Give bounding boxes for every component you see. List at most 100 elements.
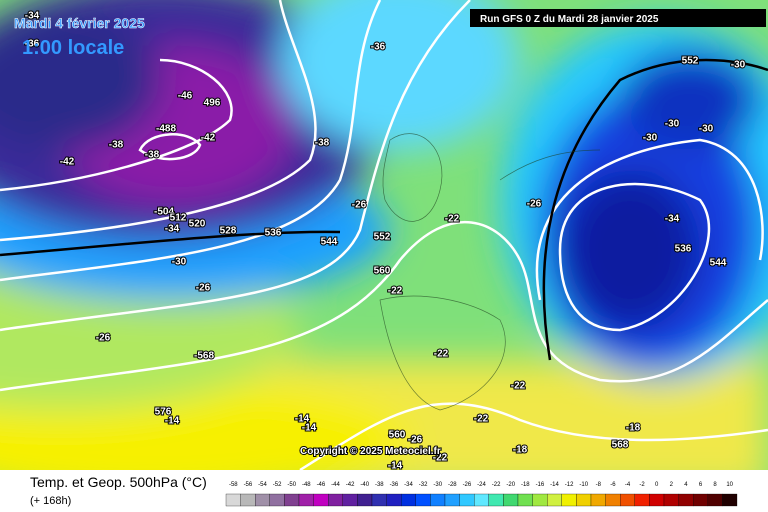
copyright: Copyright © 2025 Meteociel.fr [300,446,441,457]
legend-swatch [386,493,402,507]
legend-label: -42 [346,482,355,488]
legend-swatch [693,493,708,507]
contour-label: 544 [321,237,338,248]
legend-swatch [342,493,358,507]
footer-title: Temp. et Geop. 500hPa (°C) [30,474,207,490]
legend-label: -32 [419,482,428,488]
legend-label: 4 [684,482,688,488]
contour-label: 536 [675,244,692,255]
contour-label: 528 [220,226,237,237]
contour-label: 576 [155,407,172,418]
legend-label: -26 [463,482,472,488]
legend-label: -2 [639,482,645,488]
legend-swatch [459,493,475,507]
legend-swatch [401,493,416,507]
legend-swatch [255,493,270,507]
contour-label: 552 [682,56,699,67]
contour-label: 496 [204,98,221,109]
legend-swatch [415,493,431,507]
contour-label: -14 [388,461,403,472]
legend-label: -20 [506,482,515,488]
contour-label: -30 [665,119,680,130]
legend-label: -36 [390,482,399,488]
legend-label: 10 [726,482,733,488]
contour-label: -22 [511,381,526,392]
contour-label: -26 [352,200,367,211]
contour-label: 560 [389,430,406,441]
legend-label: -46 [317,482,326,488]
legend-swatch [225,493,241,507]
legend-swatch [634,493,650,507]
contour-label: -34 [665,214,680,225]
valid-date: Mardi 4 février 2025 [14,15,145,31]
valid-time: 1:00 locale [22,37,124,59]
legend-label: -52 [273,482,282,488]
legend-label: 2 [670,482,674,488]
run-info: Run GFS 0 Z du Mardi 28 janvier 2025 [480,14,659,25]
contour-label: 520 [189,219,206,230]
legend-label: -16 [536,482,545,488]
legend-label: -28 [448,482,457,488]
legend-swatch [590,493,606,507]
contour-labels: -34 -36 -46 496 -488 -42 -38 -42 -38 -38 -36 -50451… [24,10,747,473]
contour-label: -22 [388,286,403,297]
legend-label: -8 [596,482,602,488]
contour-label: -488 [156,124,176,135]
legend-label: -18 [521,482,530,488]
legend-swatch [678,493,694,507]
contour-label: -34 [165,224,180,235]
contour-label: -30 [643,133,658,144]
legend-swatch [503,493,519,507]
contour-label: -30 [731,60,746,71]
legend-swatch [444,493,460,507]
legend-swatch [298,493,314,507]
contour-label: -22 [433,453,448,464]
legend-label: -56 [244,482,253,488]
contour-label: -18 [626,423,641,434]
legend-swatch [313,493,329,507]
legend-label: -12 [565,482,574,488]
contour-label: -30 [699,124,714,135]
contour-label: 560 [374,266,391,277]
contour-label: -26 [408,435,423,446]
legend-label: -22 [492,482,501,488]
contour-label: -22 [474,414,489,425]
legend-label: -30 [433,482,442,488]
contour-label: -36 [371,42,386,53]
contour-label: -36 [25,39,40,50]
contour-label: -26 [196,283,211,294]
legend-swatch [663,493,679,507]
legend-label: 6 [699,482,703,488]
contour-label: -14 [165,416,180,427]
contour-label: 568 [612,440,629,451]
contour-label: -22 [445,214,460,225]
legend-label: 8 [713,482,717,488]
legend-swatch [357,493,373,507]
contour-label: -14 [302,423,317,434]
legend-label: -54 [258,482,267,488]
legend-label: -24 [477,482,486,488]
legend-swatch [284,493,300,507]
legend-swatch [517,493,533,507]
legend-label: 0 [655,482,659,488]
contour-label: -504 [154,207,174,218]
contour-label: -14 [295,414,310,425]
legend-label: -14 [550,482,559,488]
legend-label: -4 [625,482,631,488]
contour-label: -42 [201,133,216,144]
footer-range: (+ 168h) [30,495,71,507]
map-field [0,0,768,470]
legend-swatch [371,493,387,507]
legend-label: -50 [287,482,296,488]
legend-label: -58 [229,482,238,488]
legend-swatch [561,493,577,507]
contour-label: 512 [170,213,187,224]
legend-swatch [605,493,621,507]
legend-swatch [430,493,446,507]
contour-label: -18 [513,445,528,456]
legend-swatch [488,493,504,507]
legend-swatch [722,493,738,507]
legend-label: -34 [404,482,413,488]
legend-swatch [269,493,285,507]
